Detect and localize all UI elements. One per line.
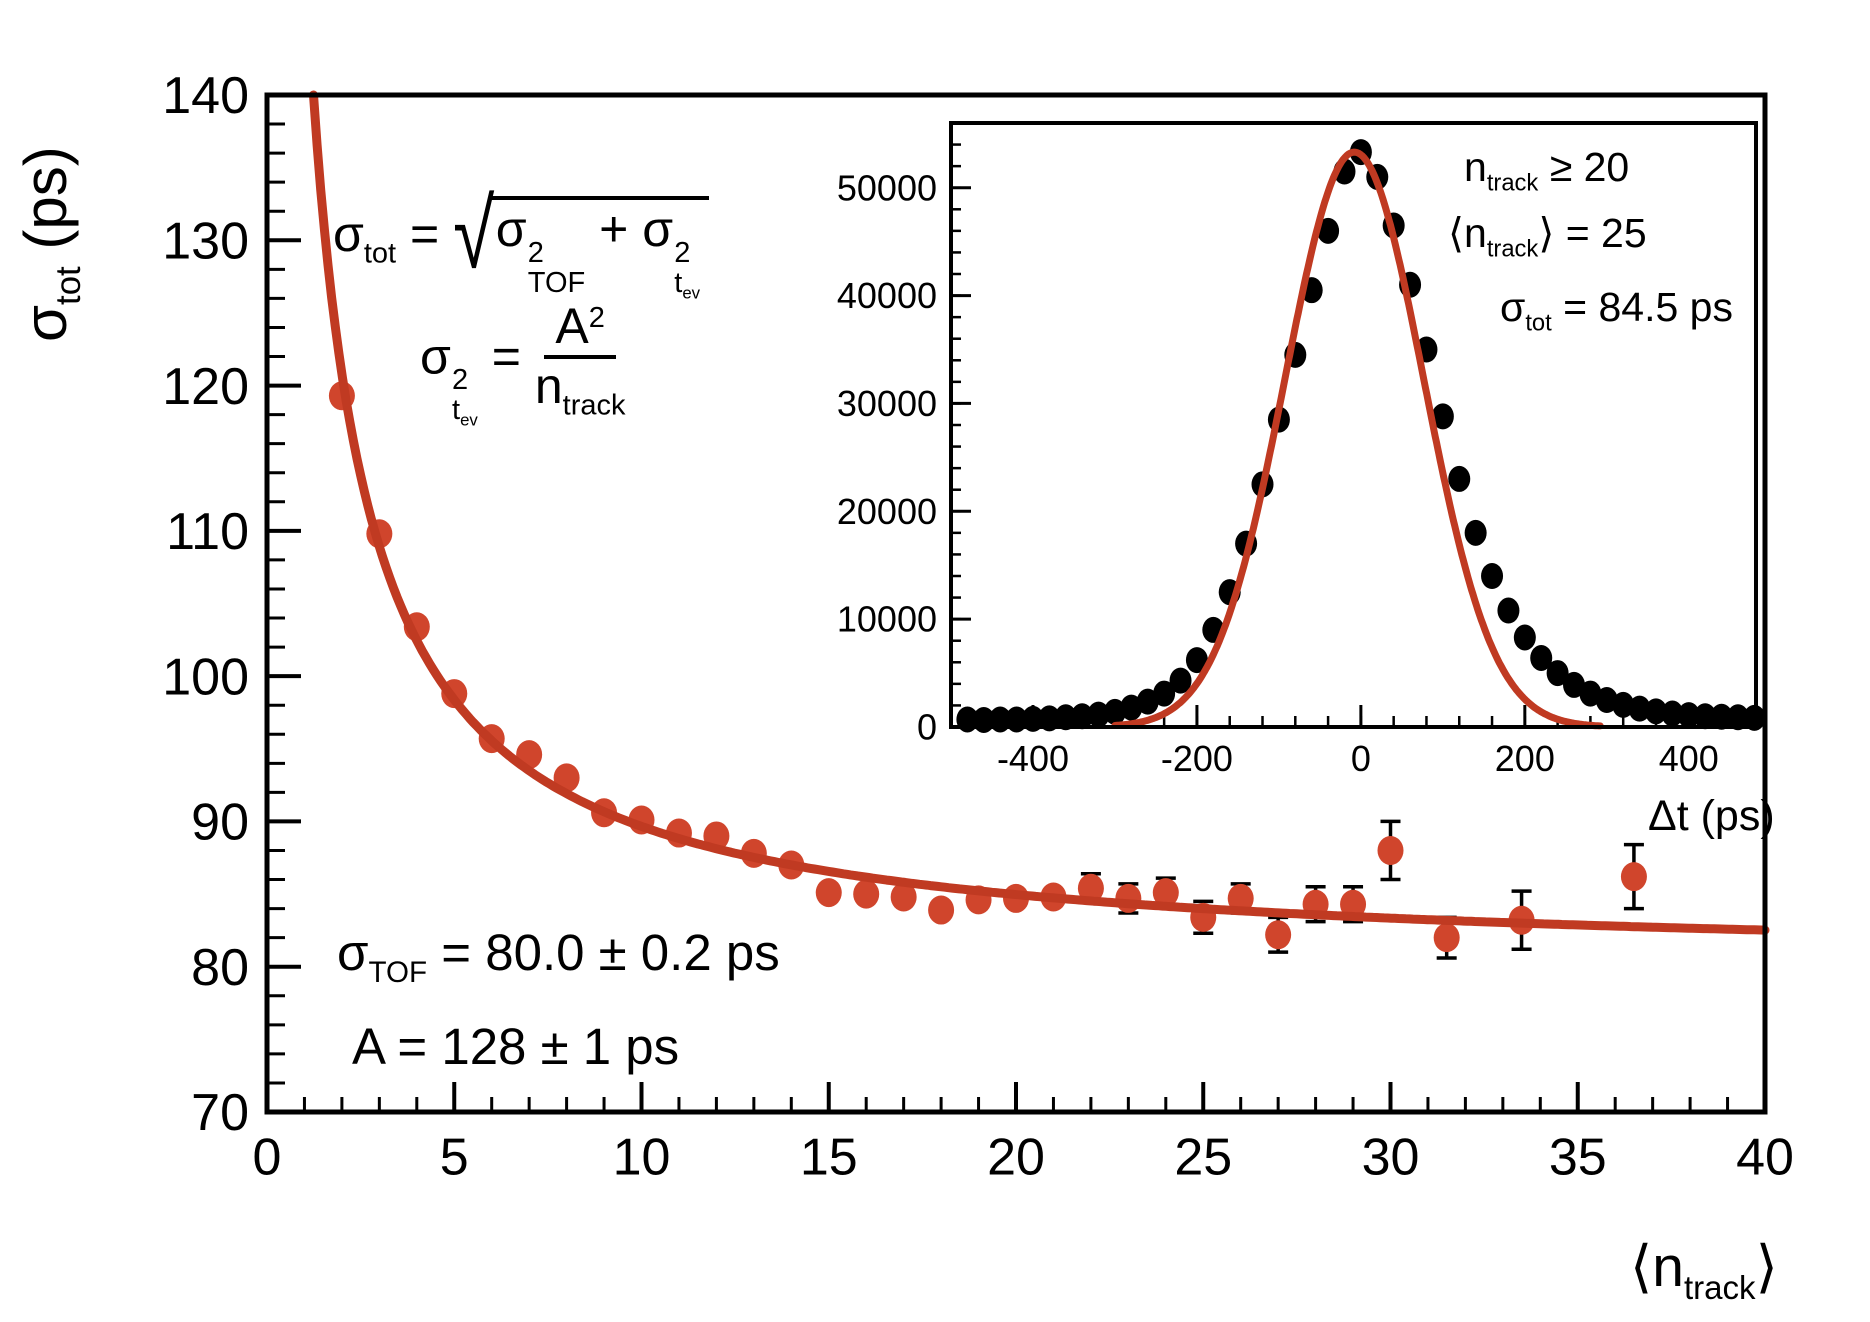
histogram-points [956, 139, 1766, 733]
data-point [1448, 465, 1471, 492]
main-plot-y-tick-label: 100 [162, 648, 249, 706]
main-plot-x-tick-label: 5 [440, 1129, 469, 1187]
data-point [928, 895, 955, 925]
main-plot-x-tick-label: 30 [1362, 1129, 1420, 1187]
data-point [1563, 671, 1586, 698]
main-plot-y-tick-label: 140 [162, 67, 249, 125]
fit-param-sigma-tof: σTOF = 80.0 ± 0.2 ps [337, 924, 780, 989]
data-point [1433, 923, 1460, 953]
data-point [1513, 624, 1536, 651]
inset-plot-background [951, 123, 1756, 727]
data-point [1644, 698, 1667, 725]
inset-plot: -400 -200 0 200 400 0 10000 20000 30000 40000 5000… [837, 121, 1766, 779]
main-plot-y-tick-label: 130 [162, 212, 249, 270]
main-plot-y-tick-label: 120 [162, 358, 249, 416]
data-point [815, 878, 842, 908]
main-plot-x-tick-label: 25 [1174, 1129, 1232, 1187]
data-point [1103, 698, 1126, 725]
x-axis-title: ⟨ntrack⟩ [1630, 1235, 1778, 1308]
formula-sigma-tot: σtot = √ σ 2 TOF + σ 2 tev [333, 179, 710, 302]
data-point [1677, 702, 1700, 729]
data-point [853, 879, 880, 909]
inset-annotation-ntrack-cut: ntrack ≥ 20 [1464, 144, 1630, 197]
data-point [1317, 217, 1340, 244]
data-point [1169, 667, 1192, 694]
inset-plot-y-tick-label: 0 [917, 707, 937, 748]
data-point [1661, 700, 1684, 727]
data-point [1038, 705, 1061, 732]
main-plot-y-tick-label: 80 [191, 939, 249, 997]
data-point [1694, 703, 1717, 730]
data-point [1265, 920, 1292, 950]
fit-param-a: A = 128 ± 1 ps [352, 1018, 680, 1075]
main-plot-x-tick-label: 20 [987, 1129, 1045, 1187]
inset-x-axis-title: Δt (ps) [1648, 792, 1775, 840]
inset-plot-x-tick-label: 400 [1659, 738, 1719, 779]
data-point [1497, 597, 1520, 624]
y-axis-title: σtot (ps) [12, 146, 88, 342]
inset-plot-y-tick-label: 50000 [837, 167, 937, 208]
data-point [1185, 647, 1208, 674]
fit-curve [309, 90, 1770, 935]
inset-plot-y-tick-label: 20000 [837, 491, 937, 532]
data-point [1377, 835, 1404, 865]
data-point [1152, 878, 1179, 908]
inset-plot-y-tick-label: 30000 [837, 383, 937, 424]
data-point [1546, 660, 1569, 687]
main-plot-x-tick-label: 35 [1549, 1129, 1607, 1187]
inset-plot-frame [949, 121, 1758, 729]
main-plot-tick-labels: 0 5 10 15 20 25 30 35 40 70 80 90 100 110 120 130 140 [162, 67, 1794, 1186]
inset-plot-x-tick-label: 0 [1351, 738, 1371, 779]
inset-plot-x-tick-label: -200 [1161, 738, 1233, 779]
main-plot-y-tick-label: 90 [191, 794, 249, 852]
data-point [1530, 644, 1553, 671]
inset-plot-tick-labels: -400 -200 0 200 400 0 10000 20000 30000 40000 5000… [837, 167, 1719, 779]
main-plot-y-tick-label: 110 [166, 503, 249, 561]
inset-annotation-ntrack-mean: ⟨ntrack⟩ = 25 [1448, 210, 1647, 263]
data-point [1431, 403, 1454, 430]
inset-plot-y-tick-label: 40000 [837, 275, 937, 316]
data-point [1071, 703, 1094, 730]
main-plot-y-tick-label: 70 [191, 1084, 249, 1142]
data-point [1620, 862, 1647, 892]
gauss-fit [1111, 148, 1604, 730]
data-point [1481, 563, 1504, 589]
data-point [1612, 691, 1635, 718]
data-point [1077, 873, 1104, 903]
data-point [1464, 519, 1487, 546]
data-point [1087, 701, 1110, 728]
formula-sigma-tev: σ 2 tev = A2 ntrack [420, 298, 626, 430]
data-point [1726, 704, 1749, 731]
data-point [1153, 680, 1176, 707]
inset-plot-x-tick-label: -400 [997, 738, 1069, 779]
main-plot-x-tick-label: 10 [613, 1129, 671, 1187]
data-point [1628, 695, 1651, 722]
main-plot: 0 5 10 15 20 25 30 35 40 70 80 90 100 110 120 130 140 [162, 67, 1794, 1186]
data-point [1227, 883, 1254, 913]
data-point [1054, 704, 1077, 731]
data-point [1710, 703, 1733, 730]
inset-annotation-sigma-tot: σtot = 84.5 ps [1500, 284, 1733, 337]
data-point [1340, 889, 1367, 919]
data-point [890, 882, 917, 912]
main-plot-frame [264, 92, 1768, 1115]
radical-sign: √ [453, 179, 495, 289]
main-plot-x-tick-label: 40 [1736, 1129, 1794, 1187]
inset-plot-y-tick-label: 10000 [837, 599, 937, 640]
main-plot-x-tick-label: 15 [800, 1129, 858, 1187]
main-plot-x-tick-label: 0 [253, 1129, 282, 1187]
inset-plot-x-tick-label: 200 [1495, 738, 1555, 779]
